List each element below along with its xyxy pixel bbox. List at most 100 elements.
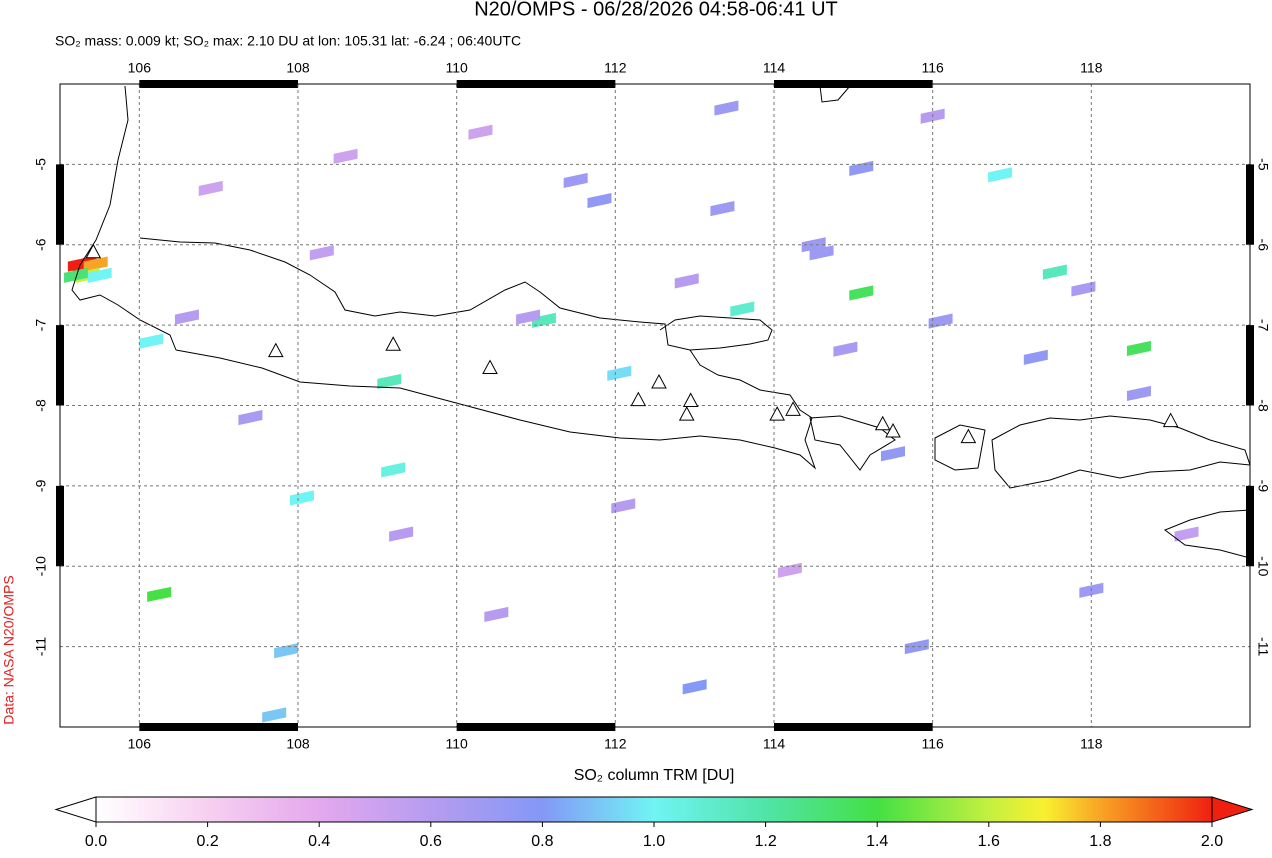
coastline <box>139 237 773 351</box>
x-tick-label: 110 <box>446 736 469 752</box>
colorbar-tick-label: 1.8 <box>1089 833 1111 850</box>
so2-pixel <box>809 245 834 261</box>
so2-pixel <box>147 586 172 602</box>
x-tick-label: 114 <box>763 736 786 752</box>
volcano-marker <box>651 373 667 389</box>
colorbar <box>95 796 1213 823</box>
x-tick-label: 118 <box>1080 736 1103 752</box>
so2-pixel <box>87 267 112 283</box>
colorbar-tick-label: 1.4 <box>866 833 888 850</box>
y-tick-label: -5 <box>1255 158 1271 171</box>
y-tick-label: -7 <box>33 319 49 332</box>
so2-pixel <box>516 309 541 325</box>
axes: 106 106 108 108 110 110 112 112 114 114 116 116 118 1… <box>33 60 1272 752</box>
coastline <box>991 415 1250 489</box>
so2-pixel <box>1174 526 1199 542</box>
coastlines <box>71 85 1250 559</box>
volcano-marker <box>785 401 801 416</box>
volcano-marker <box>385 336 402 351</box>
so2-pixel <box>333 148 358 164</box>
y-tick-label: -6 <box>1255 239 1271 252</box>
y-tick-label: -9 <box>1255 480 1271 493</box>
so2-pixel <box>674 273 699 289</box>
so2-pixel <box>83 256 108 272</box>
so2-pixel <box>377 373 402 389</box>
so2-pixel <box>777 562 802 578</box>
so2-pixel <box>389 526 414 542</box>
y-tick-label: -5 <box>33 158 49 171</box>
x-tick-label: 108 <box>286 60 310 76</box>
coastline <box>819 85 851 103</box>
so2-pixel <box>1023 349 1048 365</box>
x-tick-label: 118 <box>1080 60 1103 76</box>
so2-pixel <box>988 167 1013 183</box>
colorbar-extend <box>54 796 97 823</box>
colorbar-tick-label: 2.0 <box>1201 833 1223 850</box>
colorbar-tick-label: 0.2 <box>196 833 218 850</box>
so2-pixel <box>904 639 929 655</box>
so2-pixel <box>710 201 735 217</box>
y-tick-label: -9 <box>33 479 49 492</box>
so2-pixel <box>730 301 755 317</box>
coastline <box>71 85 177 351</box>
volcano-marker <box>630 391 647 407</box>
colorbar-tick-label: 1.0 <box>643 833 665 850</box>
volcano-marker <box>482 359 498 375</box>
volcano-marker <box>960 428 977 444</box>
y-tick-label: -7 <box>1255 319 1271 332</box>
coastline <box>175 349 817 470</box>
colorbar-tick-label: 1.2 <box>754 833 776 850</box>
volcano-marker <box>678 406 695 421</box>
volcano-marker <box>885 422 901 438</box>
colorbar-tick-label: 0.6 <box>420 833 442 850</box>
volcano-marker <box>267 342 284 358</box>
so2-pixel <box>928 313 953 329</box>
coastline <box>809 415 896 471</box>
so2-pixel <box>1071 281 1096 297</box>
x-tick-label: 106 <box>128 736 152 752</box>
x-tick-label: 114 <box>763 60 786 76</box>
y-tick-label: -10 <box>1255 556 1271 576</box>
so2-pixel <box>1126 340 1151 356</box>
x-tick-label: 110 <box>446 60 469 76</box>
so2-pixel <box>468 124 493 140</box>
so2-pixel <box>607 365 632 381</box>
credit: Data: NASA N20/OMPS <box>1 575 17 724</box>
y-tick-label: -11 <box>33 637 49 656</box>
colorbar-tick-label: 0.4 <box>308 833 330 850</box>
so2-pixel <box>587 192 612 209</box>
colorbar-label: SO₂ column TRM [DU] <box>574 767 735 784</box>
so2-pixel <box>833 341 858 357</box>
x-tick-label: 108 <box>286 736 310 752</box>
so2-pixel <box>563 172 588 189</box>
so2-pixel <box>801 237 826 253</box>
volcano-marker <box>85 243 102 259</box>
so2-pixel <box>881 446 905 462</box>
map-frame <box>59 83 1251 728</box>
colorbar-tick-label: 0.0 <box>85 833 107 850</box>
so2-pixel <box>484 606 509 623</box>
y-tick-label: -8 <box>33 399 49 412</box>
so2-pixel <box>174 309 199 325</box>
x-tick-label: 106 <box>128 60 152 76</box>
volcano-marker <box>682 392 699 407</box>
y-tick-label: -8 <box>1255 399 1271 412</box>
so2-pixel <box>1126 385 1151 401</box>
x-tick-label: 112 <box>604 736 627 752</box>
so2-pixel <box>274 643 299 659</box>
volcano-marker <box>769 406 786 421</box>
so2-pixel <box>381 462 406 478</box>
so2-pixel <box>309 245 334 261</box>
x-tick-label: 116 <box>922 60 945 76</box>
so2-pixel <box>198 180 223 197</box>
coastline <box>1163 509 1250 559</box>
so2-pixel <box>1042 264 1067 280</box>
so2-pixel <box>682 679 707 695</box>
y-tick-label: -10 <box>33 556 49 576</box>
so2-pixel <box>63 267 88 283</box>
so2-pixel <box>262 707 287 723</box>
so2-pixel <box>531 312 556 328</box>
volcano-marker <box>1162 412 1179 428</box>
